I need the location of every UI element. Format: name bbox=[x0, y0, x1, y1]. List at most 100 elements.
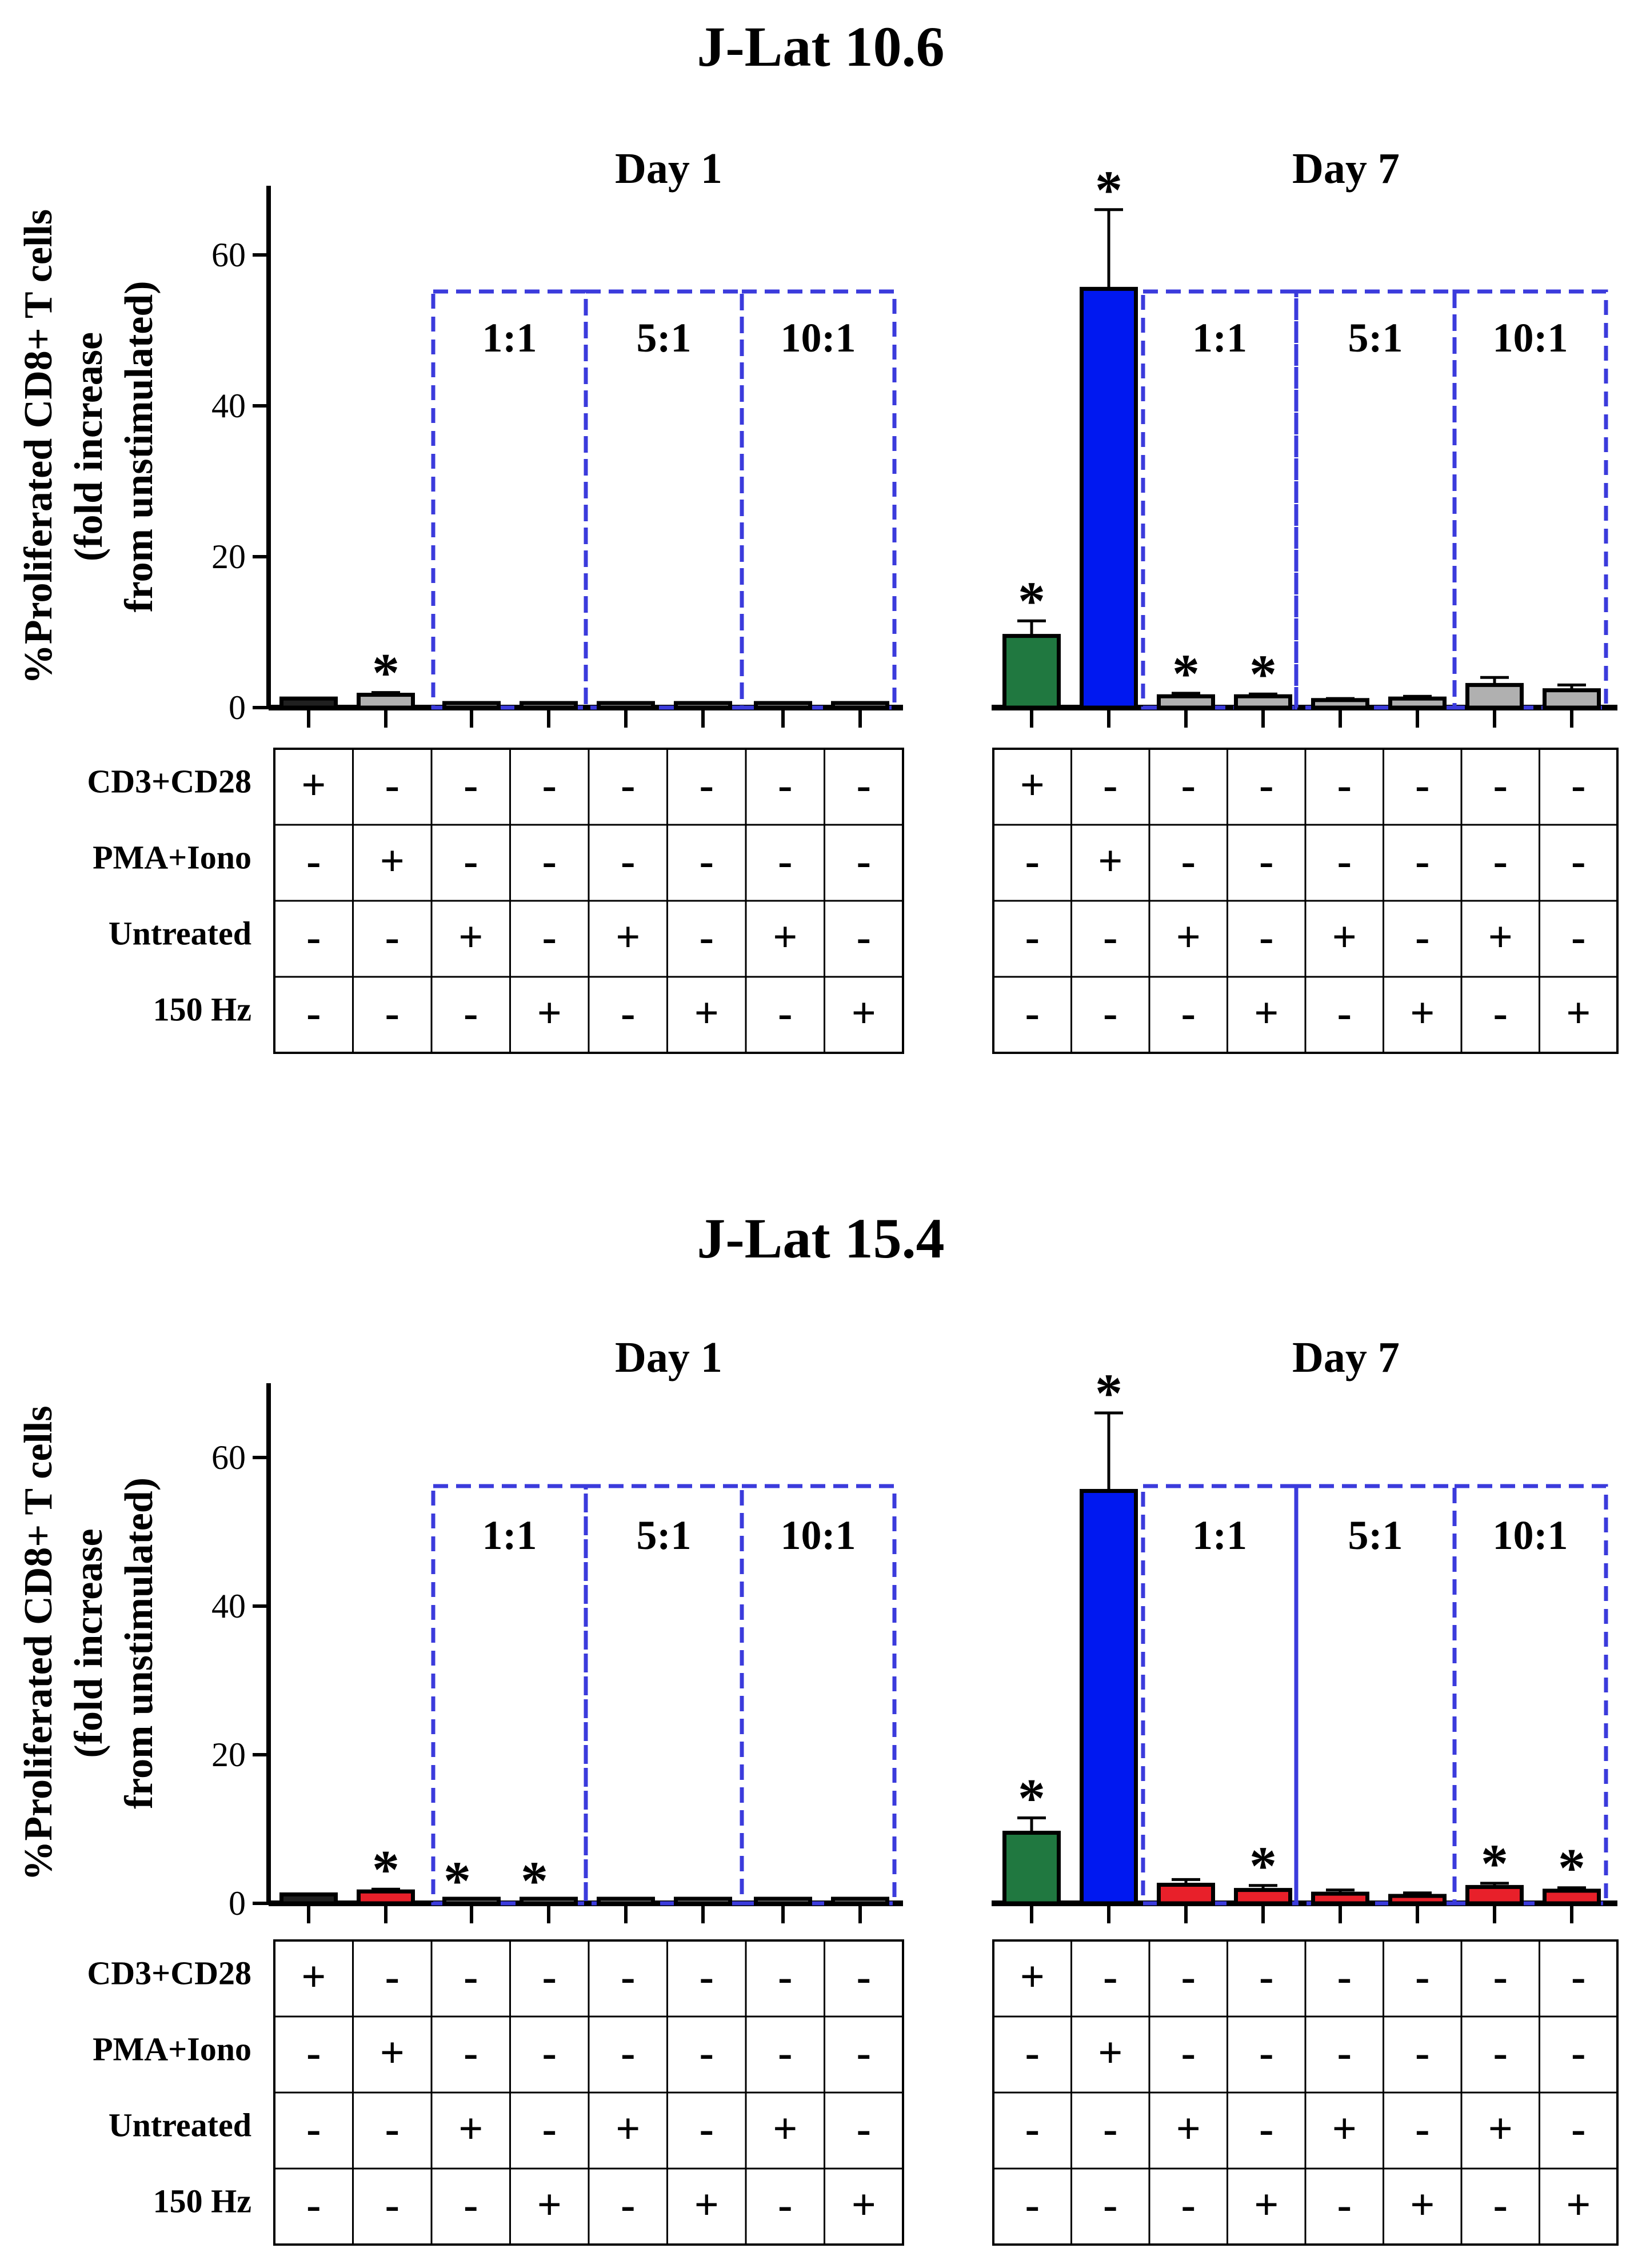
bar bbox=[279, 696, 338, 710]
table-cell-sign: + bbox=[1332, 913, 1357, 961]
ratio-box bbox=[1141, 1484, 1299, 1906]
table-cell-sign: - bbox=[700, 913, 714, 961]
table-cell-sign: + bbox=[458, 913, 483, 961]
table-cell-sign: - bbox=[1181, 989, 1196, 1037]
table-cell-sign: + bbox=[1488, 2105, 1513, 2153]
table-cell-sign: - bbox=[385, 2181, 399, 2229]
bar bbox=[1311, 698, 1369, 710]
ratio-box-label: 10:1 bbox=[1493, 1512, 1568, 1558]
table-cell-sign: - bbox=[1259, 761, 1273, 809]
table-cell-sign: + bbox=[1410, 989, 1435, 1037]
significance-star: * bbox=[1018, 1768, 1045, 1829]
group-label: Day 7 bbox=[1292, 1333, 1400, 1381]
table-cell-sign: - bbox=[1337, 761, 1352, 809]
table-cell-sign: - bbox=[857, 837, 871, 885]
table-cell-sign: - bbox=[1025, 913, 1040, 961]
table-cell-sign: - bbox=[700, 1953, 714, 2001]
table-cell-sign: + bbox=[380, 837, 405, 885]
bar bbox=[831, 701, 889, 710]
bar bbox=[1002, 1831, 1061, 1906]
ratio-box-label: 5:1 bbox=[637, 315, 692, 361]
table-row-label: 150 Hz bbox=[153, 991, 251, 1028]
significance-star: * bbox=[444, 1850, 471, 1911]
table-cell-sign: - bbox=[464, 1953, 478, 2001]
table-cell-sign: - bbox=[542, 761, 557, 809]
table-cell-sign: + bbox=[694, 989, 719, 1037]
table-cell-sign: - bbox=[700, 2029, 714, 2077]
table-cell-sign: - bbox=[857, 1953, 871, 2001]
bar bbox=[754, 701, 812, 710]
table-cell-sign: - bbox=[1571, 2029, 1585, 2077]
table-cell-sign: - bbox=[857, 2105, 871, 2153]
ratio-box-label: 5:1 bbox=[1348, 1512, 1403, 1558]
table-cell-sign: + bbox=[301, 761, 326, 809]
table-cell-sign: - bbox=[1415, 913, 1429, 961]
table-cell-sign: - bbox=[1337, 837, 1352, 885]
table-cell-sign: - bbox=[1181, 2029, 1196, 2077]
table-cell-sign: - bbox=[306, 989, 321, 1037]
table-cell-sign: + bbox=[380, 2029, 405, 2077]
group-label: Day 1 bbox=[615, 1333, 722, 1381]
table-cell-sign: - bbox=[621, 837, 635, 885]
table-cell-sign: - bbox=[1415, 761, 1429, 809]
table-cell-sign: - bbox=[542, 837, 557, 885]
significance-star: * bbox=[1249, 644, 1277, 705]
y-tick-label: 0 bbox=[229, 689, 246, 726]
table-row-label: CD3+CD28 bbox=[87, 763, 251, 800]
ratio-box bbox=[584, 1484, 744, 1906]
table-row-label: PMA+Iono bbox=[93, 839, 251, 876]
table-cell-sign: - bbox=[385, 989, 399, 1037]
table-cell-sign: - bbox=[1415, 2105, 1429, 2153]
bar bbox=[597, 1896, 655, 1906]
table-cell-sign: - bbox=[1337, 2181, 1352, 2229]
chart-panel-2: J-Lat 15.4 %Proliferated CD8+ T cells (fol… bbox=[17, 1207, 1619, 2246]
table-cell-sign: - bbox=[778, 837, 792, 885]
table-row-label: CD3+CD28 bbox=[87, 1955, 251, 1992]
table-cell-sign: - bbox=[1259, 1953, 1273, 2001]
table-cell-sign: + bbox=[852, 989, 876, 1037]
table-cell-sign: - bbox=[1259, 2029, 1273, 2077]
table-cell-sign: - bbox=[306, 2029, 321, 2077]
table-cell-sign: - bbox=[1259, 913, 1273, 961]
chart-title: J-Lat 10.6 bbox=[697, 15, 944, 78]
bar bbox=[754, 1896, 812, 1906]
table-cell-sign: + bbox=[1410, 2181, 1435, 2229]
table-cell-sign: - bbox=[306, 837, 321, 885]
chart-title: J-Lat 15.4 bbox=[697, 1207, 944, 1270]
bar bbox=[1157, 1883, 1215, 1906]
significance-star: * bbox=[1249, 1835, 1277, 1896]
table-cell-sign: - bbox=[857, 913, 871, 961]
table-cell-sign: - bbox=[1103, 989, 1117, 1037]
table-cell-sign: + bbox=[1098, 2029, 1122, 2077]
table-cell-sign: + bbox=[301, 1953, 326, 2001]
ratio-box bbox=[431, 289, 588, 710]
table-cell-sign: - bbox=[1025, 989, 1040, 1037]
group-label: Day 7 bbox=[1292, 145, 1400, 193]
table-row-label: PMA+Iono bbox=[93, 2031, 251, 2068]
ratio-box-label: 1:1 bbox=[1192, 1512, 1247, 1558]
table-cell-sign: + bbox=[852, 2181, 876, 2229]
bar bbox=[442, 701, 501, 710]
table-cell-sign: - bbox=[1415, 1953, 1429, 2001]
y-tick-label: 40 bbox=[211, 1587, 246, 1625]
table-cell-sign: - bbox=[700, 761, 714, 809]
table-cell-sign: - bbox=[385, 913, 399, 961]
ratio-box-label: 1:1 bbox=[1192, 315, 1247, 361]
significance-star: * bbox=[372, 642, 399, 704]
y-tick-label: 0 bbox=[229, 1884, 246, 1922]
bar bbox=[1388, 1894, 1447, 1906]
y-axis-label-line: %Proliferated CD8+ T cells bbox=[17, 209, 61, 684]
y-tick-label: 20 bbox=[211, 1736, 246, 1774]
bar bbox=[1543, 688, 1601, 710]
bar bbox=[1080, 286, 1138, 710]
bar bbox=[520, 701, 578, 710]
table-cell-sign: - bbox=[1103, 2181, 1117, 2229]
table-cell-sign: - bbox=[778, 2029, 792, 2077]
significance-star: * bbox=[521, 1850, 548, 1911]
ratio-box bbox=[740, 289, 897, 710]
ratio-box-label: 1:1 bbox=[482, 315, 537, 361]
table-cell-sign: + bbox=[1020, 761, 1045, 809]
bar bbox=[1002, 634, 1061, 710]
table-cell-sign: + bbox=[1566, 2181, 1591, 2229]
group-label: Day 1 bbox=[615, 145, 722, 193]
